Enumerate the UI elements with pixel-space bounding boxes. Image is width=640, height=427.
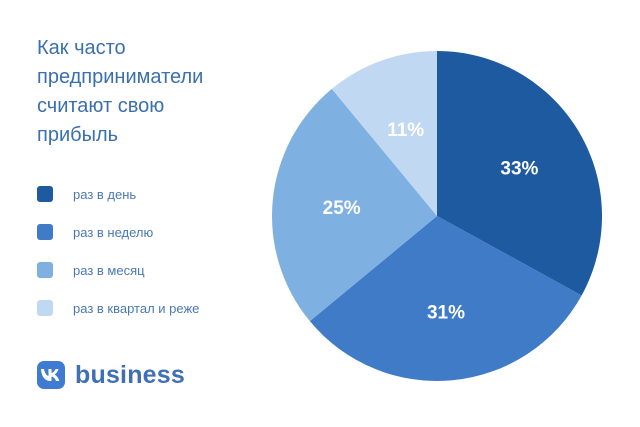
slice-label: 11%: [387, 120, 424, 141]
legend-swatch: [37, 186, 53, 202]
legend-swatch: [37, 262, 53, 278]
legend-swatch: [37, 300, 53, 316]
legend: раз в день раз в неделю раз в месяц раз …: [37, 184, 199, 336]
legend-item: раз в день: [37, 184, 199, 204]
legend-swatch: [37, 224, 53, 240]
legend-label: раз в день: [73, 186, 137, 202]
legend-label: раз в месяц: [73, 262, 145, 278]
pie-slice: [331, 51, 437, 216]
legend-item: раз в неделю: [37, 222, 199, 242]
vk-icon: [37, 361, 65, 389]
pie-slice: [272, 88, 437, 322]
brand-logo: business: [37, 361, 185, 389]
legend-item: раз в квартал и реже: [37, 298, 199, 318]
slice-label: 33%: [500, 158, 538, 179]
slice-label: 25%: [323, 198, 361, 219]
chart-title: Как часто предприниматели считают свою п…: [37, 37, 204, 146]
brand-name: business: [75, 361, 185, 389]
slice-label: 31%: [427, 302, 465, 323]
legend-item: раз в месяц: [37, 260, 199, 280]
pie-slice: [437, 51, 602, 296]
legend-label: раз в неделю: [73, 224, 154, 240]
pie-slice: [309, 216, 582, 381]
legend-label: раз в квартал и реже: [73, 300, 200, 316]
